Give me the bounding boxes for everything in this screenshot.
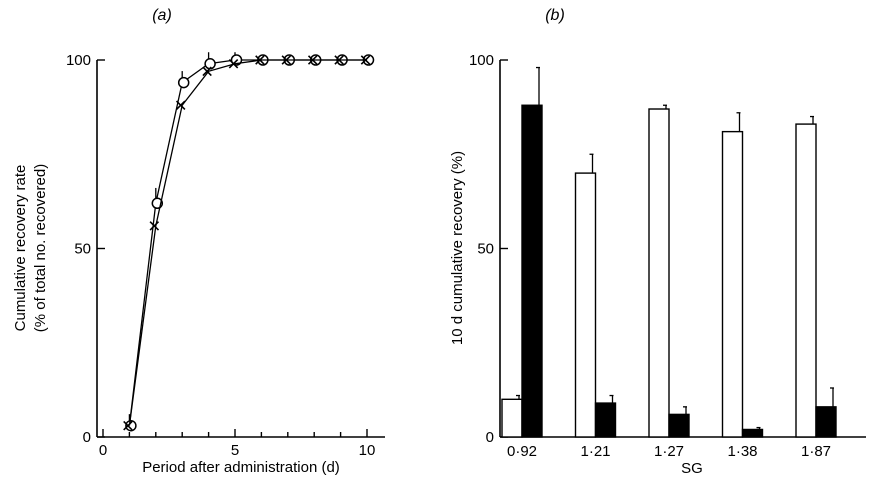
bar-filled [668,413,690,438]
panel-a-x-axis-label: Period after administration (d) [142,459,340,476]
panel-b-ticks: 0 50 100 0·92 1·21 1·27 1·38 1·87 [469,52,831,460]
data-point-cross [307,55,318,65]
x-tick-label: 0 [99,442,107,459]
bar-open [501,398,523,438]
series-line-x [128,59,367,426]
panel-a-y-axis-label-line2: (% of total no. recovered) [32,164,49,332]
y-tick-label: 50 [477,241,494,258]
data-point-circle [125,419,137,432]
data-point-cross [228,59,239,69]
y-tick-label: 0 [83,429,91,446]
bar-filled [815,406,837,438]
data-point-cross [149,221,160,231]
panel-a-label: (a) [152,7,172,24]
data-point-cross [334,55,344,65]
data-point-cross [360,55,371,65]
data-point-circle [177,76,190,89]
panel-b-bars [501,66,837,438]
panel-b-y-axis-label: 10 d cumulative recovery (%) [449,151,466,345]
x-tick-label: 10 [359,442,376,459]
y-tick-label: 100 [469,52,494,69]
bar-filled [741,428,764,438]
data-point-cross [281,55,292,65]
bar-open [795,123,817,438]
bar-filled [594,402,617,438]
bar-open [574,172,597,438]
bar-filled [521,104,543,438]
data-point-cross [175,100,186,111]
panel-a-series [123,52,375,432]
x-category-label: 0·92 [507,443,537,460]
data-point-cross [123,420,133,431]
x-category-label: 1·38 [727,443,757,460]
y-tick-label: 100 [66,52,91,69]
series-line-circle [128,59,367,426]
panel-a-y-axis-label-line1: Cumulative recovery rate [12,165,29,332]
panel-b-x-axis-label: SG [681,460,703,477]
panel-b-label: (b) [545,7,565,24]
x-tick-label: 5 [231,442,239,459]
x-category-label: 1·27 [654,443,684,460]
x-category-label: 1·21 [580,443,610,460]
y-tick-label: 50 [74,241,91,258]
bar-open [721,130,744,438]
x-category-label: 1·87 [801,443,831,460]
data-point-cross [255,55,265,65]
y-tick-label: 0 [486,429,494,446]
bar-chart-panel-b: (b) 0 50 100 0·92 1·21 1·27 1·38 1·87 SG 10 d c… [449,7,866,477]
data-point-cross [202,66,212,77]
bar-open [648,108,670,438]
